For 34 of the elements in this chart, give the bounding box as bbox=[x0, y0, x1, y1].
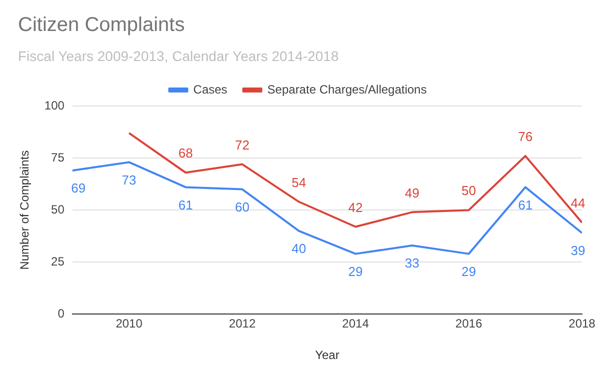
data-label: 49 bbox=[404, 185, 420, 200]
data-label: 61 bbox=[178, 197, 193, 212]
y-tick-label: 50 bbox=[51, 202, 65, 216]
data-label: 42 bbox=[348, 200, 363, 215]
y-tick-label: 100 bbox=[44, 98, 65, 112]
data-label: 72 bbox=[235, 137, 250, 152]
data-label: 73 bbox=[122, 172, 136, 188]
data-label: 33 bbox=[404, 256, 420, 271]
data-label: 44 bbox=[570, 196, 586, 211]
x-tick-label: 2016 bbox=[455, 316, 482, 331]
y-tick-label: 75 bbox=[51, 150, 65, 164]
data-label: 61 bbox=[518, 197, 533, 212]
y-axis-title: Number of Complaints bbox=[18, 150, 32, 270]
data-label: 76 bbox=[518, 129, 533, 144]
data-label: 60 bbox=[235, 199, 250, 214]
x-tick-label: 2012 bbox=[228, 316, 256, 331]
x-tick-label: 2010 bbox=[116, 316, 143, 331]
legend-label: Cases bbox=[193, 82, 228, 96]
data-label: 29 bbox=[348, 264, 363, 279]
data-label: 50 bbox=[462, 183, 476, 198]
legend-label: Separate Charges/Allegations bbox=[267, 82, 427, 96]
x-axis-title: Year bbox=[315, 348, 340, 362]
y-tick-label: 25 bbox=[51, 254, 65, 268]
chart-title: Citizen Complaints bbox=[18, 14, 185, 37]
data-label: 40 bbox=[292, 241, 306, 256]
data-label: 68 bbox=[178, 146, 193, 161]
y-tick-label: 0 bbox=[58, 306, 65, 321]
data-label: 54 bbox=[292, 174, 306, 190]
data-label: 29 bbox=[462, 264, 476, 279]
data-label: 39 bbox=[570, 243, 586, 258]
data-label: 69 bbox=[71, 180, 86, 196]
chart-subtitle: Fiscal Years 2009-2013, Calendar Years 2014-2018 bbox=[18, 48, 339, 64]
x-tick-label: 2018 bbox=[568, 316, 596, 331]
x-tick-label: 2014 bbox=[342, 316, 370, 331]
